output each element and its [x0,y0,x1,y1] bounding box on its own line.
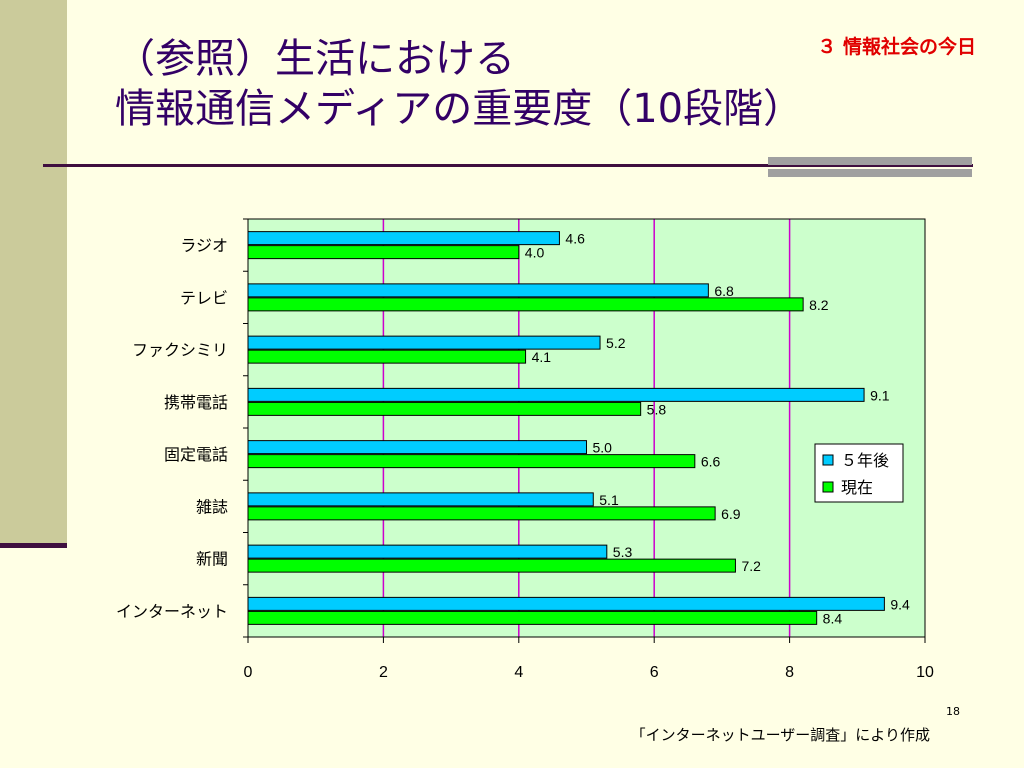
side-decor-bar [0,0,67,545]
category-label: ラジオ [180,236,228,255]
title-line-1: （参照）生活における [115,36,515,82]
bar-value-label: 4.0 [525,245,545,261]
bar-current [247,297,804,312]
plot-area [248,219,925,637]
section-label: ３ 情報社会の今日 [817,36,976,58]
x-tick-label: 6 [650,664,659,681]
category-label: 新聞 [196,550,228,569]
side-decor-line [0,543,67,548]
category-label: インターネット [116,602,228,621]
bar-value-label: 6.9 [721,506,741,522]
bar-value-label: 5.8 [647,401,667,417]
bar-value-label: 6.8 [714,283,734,299]
bar-value-label: 5.0 [593,440,613,456]
legend-label: ５年後 [841,451,889,470]
bar-current [247,401,642,416]
bar-current [247,349,527,364]
bar-value-label: 8.4 [823,610,843,626]
axes [243,218,926,643]
x-tick-label: 4 [514,664,523,681]
title-decor-block-top [768,157,972,165]
bar-value-label: 4.6 [565,231,585,247]
category-label: 携帯電話 [164,393,228,412]
legend-label: 現在 [841,478,873,497]
legend-swatch [822,481,834,493]
bar-future [247,231,560,246]
bar-value-label: 8.2 [809,297,829,313]
bar-future [247,544,608,559]
bar-value-label: 6.6 [701,454,721,470]
bar-value-label: 5.1 [599,492,619,508]
x-tick-label: 10 [916,664,934,681]
title-line-2: 情報通信メディアの重要度（10段階） [115,86,804,132]
axis-labels: 4.6 4.0 ラジオ 6.8 8.2 テレビ 5.2 4.1 ファクシミリ 9.1 5.8 携帯電話… [116,231,934,681]
bar-value-label: 5.2 [606,335,626,351]
bar-current [247,245,520,260]
bars [247,231,885,625]
bar-value-label: 7.2 [741,558,761,574]
x-tick-label: 2 [379,664,388,681]
bar-future [247,283,709,298]
x-tick-label: 8 [785,664,794,681]
bar-value-label: 9.1 [870,387,890,403]
category-label: テレビ [180,288,228,307]
bar-future [247,440,587,455]
category-label: 固定電話 [164,445,228,464]
bar-future [247,596,885,611]
bar-current [247,454,696,469]
title-decor-block-bottom [768,169,972,177]
bar-value-label: 4.1 [532,349,552,365]
x-tick-label: 0 [244,664,253,681]
source-footnote: 「インターネットユーザー調査」により作成 [630,726,930,744]
bar-value-label: 9.4 [890,596,910,612]
category-label: ファクシミリ [132,341,228,360]
legend-swatch [822,454,834,466]
page-title: （参照）生活における 情報通信メディアの重要度（10段階） [115,34,803,134]
category-label: 雑誌 [196,497,228,516]
bar-future [247,335,601,350]
page-number: 18 [946,705,960,718]
bar-value-label: 5.3 [613,544,633,560]
bar-current [247,506,716,521]
bar-current [247,558,736,573]
bar-future [247,492,594,507]
title-rule [43,164,973,167]
bar-future [247,387,865,402]
bar-current [247,610,818,625]
